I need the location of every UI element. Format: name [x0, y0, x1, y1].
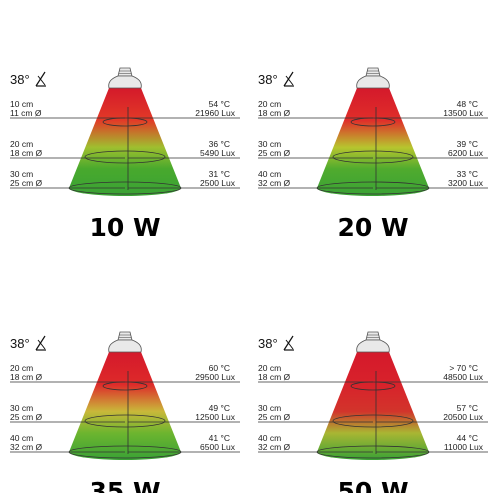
light-cone — [69, 88, 181, 196]
wattage-label: 20 W — [337, 213, 408, 242]
beam-ellipse — [84, 414, 166, 428]
diameter-label: 32 cm Ø — [258, 442, 291, 452]
temperature-label: 33 °C — [457, 169, 478, 179]
lux-label: 6200 Lux — [448, 148, 484, 158]
lamp-icon — [108, 331, 142, 353]
lamp-icon — [356, 67, 390, 89]
diameter-label: 25 cm Ø — [258, 412, 291, 422]
lux-label: 6500 Lux — [200, 442, 236, 452]
lux-label: 11000 Lux — [444, 442, 484, 452]
wattage-label: 10 W — [89, 213, 160, 242]
lamp-icon — [356, 331, 390, 353]
distance-label: 30 cm — [10, 169, 33, 179]
angle-icon — [35, 71, 46, 87]
diameter-label: 32 cm Ø — [258, 178, 291, 188]
temperature-label: 60 °C — [209, 363, 230, 373]
temperature-label: 36 °C — [209, 139, 230, 149]
distance-label: 10 cm — [10, 99, 33, 109]
distance-label: 30 cm — [10, 403, 33, 413]
beam-angle-label: 38° — [10, 72, 30, 87]
distance-label: 40 cm — [258, 169, 281, 179]
light-cone — [317, 88, 429, 196]
distance-label: 30 cm — [258, 139, 281, 149]
lux-label: 3200 Lux — [448, 178, 484, 188]
distance-label: 20 cm — [10, 363, 33, 373]
lux-label: 13500 Lux — [443, 108, 483, 118]
lux-label: 21960 Lux — [195, 108, 235, 118]
diameter-label: 18 cm Ø — [10, 148, 43, 158]
lux-label: 5490 Lux — [200, 148, 236, 158]
lux-label: 12500 Lux — [195, 412, 235, 422]
temperature-label: 31 °C — [209, 169, 230, 179]
distance-label: 30 cm — [258, 403, 281, 413]
light-cone — [317, 352, 429, 460]
lux-label: 2500 Lux — [200, 178, 236, 188]
diameter-label: 18 cm Ø — [10, 372, 43, 382]
diameter-label: 18 cm Ø — [258, 108, 291, 118]
temperature-label: 48 °C — [457, 99, 478, 109]
temperature-label: 41 °C — [209, 433, 230, 443]
diameter-label: 11 cm Ø — [10, 108, 42, 118]
beam-ellipse — [332, 150, 414, 164]
temperature-label: 44 °C — [457, 433, 478, 443]
lux-label: 20500 Lux — [443, 412, 483, 422]
angle-icon — [35, 335, 46, 351]
temperature-label: 54 °C — [209, 99, 230, 109]
temperature-label: 57 °C — [457, 403, 478, 413]
temperature-label: 39 °C — [457, 139, 478, 149]
beam-angle-label: 38° — [258, 72, 278, 87]
distance-label: 20 cm — [258, 99, 281, 109]
diameter-label: 25 cm Ø — [10, 412, 43, 422]
wattage-label: 35 W — [89, 477, 160, 493]
wattage-label: 50 W — [337, 477, 408, 493]
beam-ellipse — [84, 150, 166, 164]
temperature-label: 49 °C — [209, 403, 230, 413]
distance-label: 40 cm — [10, 433, 33, 443]
light-cone — [69, 352, 181, 460]
lux-label: 29500 Lux — [195, 372, 235, 382]
angle-icon — [283, 71, 294, 87]
distance-label: 40 cm — [258, 433, 281, 443]
angle-icon — [283, 335, 294, 351]
lamp-icon — [108, 67, 142, 89]
beam-ellipse — [332, 414, 414, 428]
temperature-label: > 70 °C — [449, 363, 478, 373]
lux-label: 48500 Lux — [443, 372, 483, 382]
distance-label: 20 cm — [258, 363, 281, 373]
diameter-label: 25 cm Ø — [10, 178, 43, 188]
diameter-label: 25 cm Ø — [258, 148, 291, 158]
diameter-label: 18 cm Ø — [258, 372, 291, 382]
beam-angle-label: 38° — [258, 336, 278, 351]
beam-angle-label: 38° — [10, 336, 30, 351]
diameter-label: 32 cm Ø — [10, 442, 43, 452]
distance-label: 20 cm — [10, 139, 33, 149]
